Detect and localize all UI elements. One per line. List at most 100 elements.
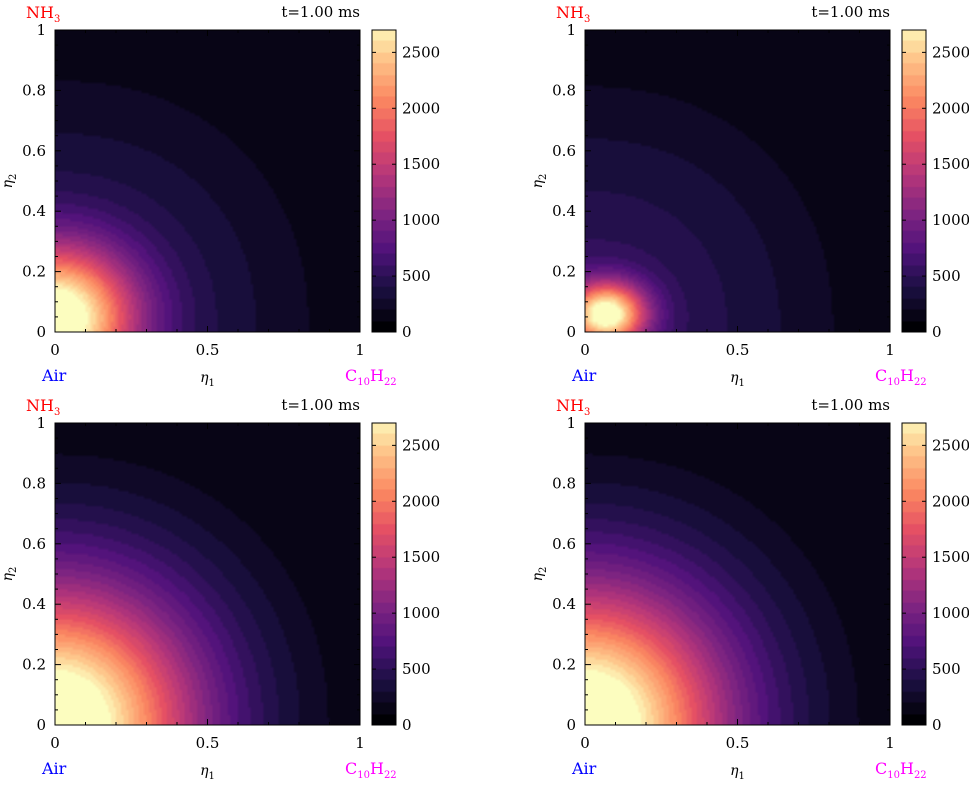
y-tick-label: 0.6 xyxy=(22,535,46,553)
x-tick-label: 1 xyxy=(355,341,365,359)
time-label: t=1.00 ms xyxy=(281,3,360,21)
colorbar xyxy=(902,423,926,725)
time-label: t=1.00 ms xyxy=(281,396,360,414)
x-tick-label: 0.5 xyxy=(196,341,220,359)
colorbar-tick-label: 500 xyxy=(932,267,961,285)
air-corner-label: Air xyxy=(41,366,67,385)
y-tick-label: 0.8 xyxy=(552,81,576,99)
air-corner-label: Air xyxy=(571,366,597,385)
temperature-panel-4: 0 0.5 1 0 0.2 0.4 0.6 0.8 1 η1 η2 NH3 Air C10H22 t=1.0… xyxy=(530,396,969,782)
y-tick-label: 0.2 xyxy=(22,263,46,281)
y-tick-label: 0.2 xyxy=(552,656,576,674)
y-tick-label: 1 xyxy=(566,414,576,432)
colorbar xyxy=(372,423,396,725)
colorbar-tick-label: 0 xyxy=(932,323,942,341)
time-label: t=1.00 ms xyxy=(811,396,890,414)
colorbar-tick-label: 2500 xyxy=(402,43,440,61)
x-tick-label: 0.5 xyxy=(726,341,750,359)
colorbar-frame xyxy=(371,422,397,726)
x-tick-label: 0 xyxy=(50,341,60,359)
temperature-panel-1: 0 0.5 1 0 0.2 0.4 0.6 0.8 1 η1 η2 NH3 Air C10H22 t=1.0… xyxy=(0,3,440,389)
y-tick-label: 0.4 xyxy=(22,595,46,613)
fuel-corner-label: C10H22 xyxy=(345,366,397,388)
temperature-field xyxy=(585,423,890,725)
nh3-corner-label: NH3 xyxy=(556,3,590,25)
colorbar-tick-label: 0 xyxy=(932,716,942,734)
y-tick-label: 0.8 xyxy=(22,474,46,492)
fuel-corner-label: C10H22 xyxy=(875,759,927,781)
y-tick-label: 0 xyxy=(36,323,46,341)
colorbar-tick-label: 500 xyxy=(932,660,961,678)
colorbar-tick-label: 2500 xyxy=(932,436,969,454)
air-corner-label: Air xyxy=(571,759,597,778)
colorbar-tick-label: 1500 xyxy=(932,155,969,173)
y-tick-label: 0 xyxy=(36,716,46,734)
x-axis-label: η1 xyxy=(200,763,215,782)
colorbar-tick-label: 1500 xyxy=(932,548,969,566)
y-tick-label: 0.6 xyxy=(552,142,576,160)
fuel-corner-label: C10H22 xyxy=(345,759,397,781)
x-tick-label: 0 xyxy=(50,734,60,752)
y-tick-label: 0.4 xyxy=(22,202,46,220)
y-axis-label: η2 xyxy=(530,174,549,189)
x-axis-label: η1 xyxy=(730,370,745,389)
y-tick-label: 0.6 xyxy=(22,142,46,160)
time-label: t=1.00 ms xyxy=(811,3,890,21)
x-tick-label: 1 xyxy=(885,341,895,359)
temperature-field xyxy=(585,30,890,332)
y-tick-label: 0 xyxy=(566,716,576,734)
colorbar-tick-label: 500 xyxy=(402,660,431,678)
y-tick-label: 0.6 xyxy=(552,535,576,553)
colorbar-tick-label: 2000 xyxy=(932,492,969,510)
y-axis-label: η2 xyxy=(0,567,19,582)
colorbar-tick-label: 500 xyxy=(402,267,431,285)
nh3-corner-label: NH3 xyxy=(26,396,60,418)
y-tick-label: 0.4 xyxy=(552,595,576,613)
y-tick-label: 1 xyxy=(36,21,46,39)
y-tick-label: 0.8 xyxy=(552,474,576,492)
y-tick-label: 0 xyxy=(566,323,576,341)
colorbar-tick-label: 1000 xyxy=(932,604,969,622)
y-tick-label: 1 xyxy=(36,414,46,432)
colorbar-tick-label: 1000 xyxy=(932,211,969,229)
colorbar-tick-label: 2000 xyxy=(932,99,969,117)
y-axis-label: η2 xyxy=(530,567,549,582)
temperature-panel-2: 0 0.5 1 0 0.2 0.4 0.6 0.8 1 η1 η2 NH3 Air C10H22 t=1.0… xyxy=(530,3,969,389)
nh3-corner-label: NH3 xyxy=(26,3,60,25)
x-tick-label: 1 xyxy=(355,734,365,752)
temperature-field xyxy=(55,30,360,332)
colorbar-tick-label: 2500 xyxy=(932,43,969,61)
colorbar-tick-label: 1000 xyxy=(402,604,440,622)
x-tick-label: 0.5 xyxy=(196,734,220,752)
colorbar xyxy=(372,30,396,332)
colorbar-tick-label: 1000 xyxy=(402,211,440,229)
y-tick-label: 0.2 xyxy=(552,263,576,281)
x-axis-label: η1 xyxy=(730,763,745,782)
colorbar xyxy=(902,30,926,332)
colorbar-tick-label: 1500 xyxy=(402,155,440,173)
x-tick-label: 0.5 xyxy=(726,734,750,752)
y-tick-label: 0.2 xyxy=(22,656,46,674)
colorbar-tick-label: 2500 xyxy=(402,436,440,454)
colorbar-frame xyxy=(901,29,927,333)
colorbar-frame xyxy=(901,422,927,726)
colorbar-tick-label: 0 xyxy=(402,716,412,734)
colorbar-tick-label: 0 xyxy=(402,323,412,341)
fuel-corner-label: C10H22 xyxy=(875,366,927,388)
y-tick-label: 1 xyxy=(566,21,576,39)
nh3-corner-label: NH3 xyxy=(556,396,590,418)
colorbar-tick-label: 2000 xyxy=(402,492,440,510)
colorbar-tick-label: 2000 xyxy=(402,99,440,117)
x-tick-label: 0 xyxy=(580,341,590,359)
x-tick-label: 0 xyxy=(580,734,590,752)
x-axis-label: η1 xyxy=(200,370,215,389)
colorbar-frame xyxy=(371,29,397,333)
y-axis-label: η2 xyxy=(0,174,19,189)
colorbar-tick-label: 1500 xyxy=(402,548,440,566)
temperature-panel-3: 0 0.5 1 0 0.2 0.4 0.6 0.8 1 η1 η2 NH3 Air C10H22 t=1.0… xyxy=(0,396,440,782)
y-tick-label: 0.8 xyxy=(22,81,46,99)
x-tick-label: 1 xyxy=(885,734,895,752)
air-corner-label: Air xyxy=(41,759,67,778)
y-tick-label: 0.4 xyxy=(552,202,576,220)
temperature-field xyxy=(55,423,360,725)
